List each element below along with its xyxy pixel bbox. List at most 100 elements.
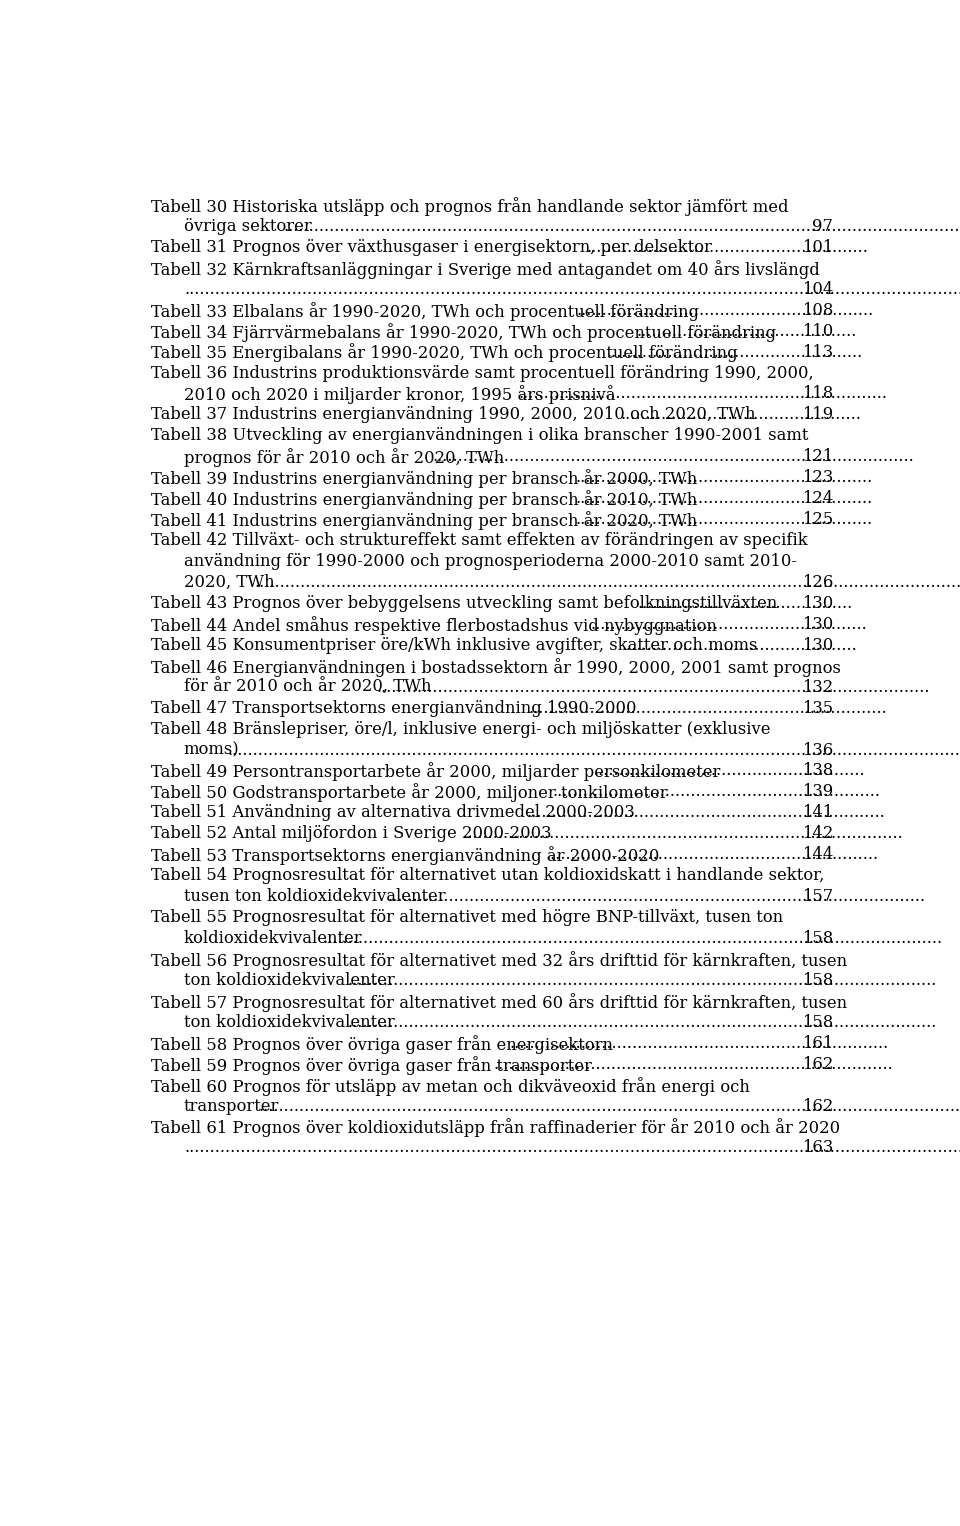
Text: 125: 125 xyxy=(802,511,833,528)
Text: 130: 130 xyxy=(802,617,833,633)
Text: Tabell 54 Prognosresultat för alternativet utan koldioxidskatt i handlande sekto: Tabell 54 Prognosresultat för alternativ… xyxy=(151,867,825,884)
Text: Tabell 45 Konsumentpriser öre/kWh inklusive avgifter, skatter och moms: Tabell 45 Konsumentpriser öre/kWh inklus… xyxy=(151,636,757,653)
Text: Tabell 34 Fjärrvärmebalans år 1990-2020, TWh och procentuell förändring: Tabell 34 Fjärrvärmebalans år 1990-2020,… xyxy=(151,322,776,342)
Text: 2020, TWh: 2020, TWh xyxy=(183,574,275,591)
Text: ................................................................................: ........................................… xyxy=(254,574,960,591)
Text: ........................................................................: ........................................… xyxy=(518,386,888,403)
Text: .....................................................: ........................................… xyxy=(593,763,865,780)
Text: ..............................................: ........................................… xyxy=(622,636,857,653)
Text: Tabell 33 Elbalans år 1990-2020, TWh och procentuell förändring: Tabell 33 Elbalans år 1990-2020, TWh och… xyxy=(151,302,699,320)
Text: Tabell 41 Industrins energianvändning per bransch år 2020, TWh: Tabell 41 Industrins energianvändning pe… xyxy=(151,511,697,530)
Text: ..........................................................: ........................................… xyxy=(575,511,873,528)
Text: 126: 126 xyxy=(802,574,833,591)
Text: Tabell 38 Utveckling av energianvändningen i olika branscher 1990-2001 samt: Tabell 38 Utveckling av energianvändning… xyxy=(151,427,808,444)
Text: Tabell 49 Persontransportarbete år 2000, miljarder personkilometer: Tabell 49 Persontransportarbete år 2000,… xyxy=(151,763,720,781)
Text: ..........................................................: ........................................… xyxy=(575,470,873,487)
Text: Tabell 35 Energibalans år 1990-2020, TWh och procentuell förändring: Tabell 35 Energibalans år 1990-2020, TWh… xyxy=(151,343,737,363)
Text: ................................................................: ........................................… xyxy=(552,783,880,801)
Text: 162: 162 xyxy=(802,1056,833,1073)
Text: 162: 162 xyxy=(802,1097,833,1114)
Text: .................................................................: ........................................… xyxy=(546,847,879,864)
Text: Tabell 56 Prognosresultat för alternativet med 32 års drifttid för kärnkraften, : Tabell 56 Prognosresultat för alternativ… xyxy=(151,951,847,971)
Text: .......................................................: ........................................… xyxy=(587,240,869,256)
Text: 110: 110 xyxy=(802,322,833,340)
Text: 132: 132 xyxy=(802,679,833,696)
Text: Tabell 32 Kärnkraftsanläggningar i Sverige med antagandet om 40 års livslängd: Tabell 32 Kärnkraftsanläggningar i Sveri… xyxy=(151,259,820,279)
Text: 157: 157 xyxy=(802,888,833,905)
Text: 123: 123 xyxy=(802,470,833,487)
Text: ................................................................................: ........................................… xyxy=(462,826,903,842)
Text: 101: 101 xyxy=(802,240,833,256)
Text: 124: 124 xyxy=(802,490,833,507)
Text: Tabell 57 Prognosresultat för alternativet med 60 års drifttid för kärnkraften, : Tabell 57 Prognosresultat för alternativ… xyxy=(151,993,847,1012)
Text: ................................................................................: ........................................… xyxy=(433,449,914,465)
Text: Tabell 55 Prognosresultat för alternativet med högre BNP-tillväxt, tusen ton: Tabell 55 Prognosresultat för alternativ… xyxy=(151,909,783,926)
Text: 2010 och 2020 i miljarder kronor, 1995 års prisnivå: 2010 och 2020 i miljarder kronor, 1995 å… xyxy=(183,386,615,404)
Text: 135: 135 xyxy=(802,699,833,717)
Text: 142: 142 xyxy=(802,826,833,842)
Text: ................................................................................: ........................................… xyxy=(184,281,960,298)
Text: 97: 97 xyxy=(812,218,833,235)
Text: ................................................................................: ........................................… xyxy=(184,1140,960,1157)
Text: Tabell 51 Användning av alternativa drivmedel 2000-2003: Tabell 51 Användning av alternativa driv… xyxy=(151,804,635,821)
Text: 104: 104 xyxy=(802,281,833,298)
Text: användning för 1990-2000 och prognosperioderna 2000-2010 samt 2010-: användning för 1990-2000 och prognosperi… xyxy=(183,552,797,571)
Text: 138: 138 xyxy=(802,763,833,780)
Text: 139: 139 xyxy=(802,783,833,801)
Text: ................................................................................: ........................................… xyxy=(376,679,929,696)
Text: Tabell 50 Godstransportarbete år 2000, miljoner tonkilometer: Tabell 50 Godstransportarbete år 2000, m… xyxy=(151,783,667,803)
Text: Tabell 61 Prognos över koldioxidutsläpp från raffinaderier för år 2010 och år 20: Tabell 61 Prognos över koldioxidutsläpp … xyxy=(151,1119,840,1137)
Text: Tabell 36 Industrins produktionsvärde samt procentuell förändring 1990, 2000,: Tabell 36 Industrins produktionsvärde sa… xyxy=(151,365,814,382)
Text: ................................................................................: ........................................… xyxy=(258,1097,960,1114)
Text: 119: 119 xyxy=(802,406,833,423)
Text: Tabell 37 Industrins energianvändning 1990, 2000, 2010 och 2020, TWh: Tabell 37 Industrins energianvändning 19… xyxy=(151,406,756,423)
Text: 158: 158 xyxy=(802,929,833,948)
Text: Tabell 53 Transportsektorns energianvändning år 2000-2020: Tabell 53 Transportsektorns energianvänd… xyxy=(151,847,660,865)
Text: 136: 136 xyxy=(802,742,833,758)
Text: moms): moms) xyxy=(183,742,239,758)
Text: ton koldioxidekvivalenter: ton koldioxidekvivalenter xyxy=(183,972,395,989)
Text: ...............................................: ........................................… xyxy=(620,406,861,423)
Text: ................................................................................: ........................................… xyxy=(228,742,960,758)
Text: Tabell 39 Industrins energianvändning per bransch år 2000, TWh: Tabell 39 Industrins energianvändning pe… xyxy=(151,470,697,488)
Text: transporter: transporter xyxy=(183,1097,279,1114)
Text: ..........................................: ........................................… xyxy=(637,595,852,612)
Text: Tabell 30 Historiska utsläpp och prognos från handlande sektor jämfört med: Tabell 30 Historiska utsläpp och prognos… xyxy=(151,197,788,215)
Text: prognos för år 2010 och år 2020, TWh: prognos för år 2010 och år 2020, TWh xyxy=(183,449,504,467)
Text: ..........................................................: ........................................… xyxy=(575,490,873,507)
Text: ................................................................................: ........................................… xyxy=(323,929,943,948)
Text: Tabell 60 Prognos för utsläpp av metan och dikväveoxid från energi och: Tabell 60 Prognos för utsläpp av metan o… xyxy=(151,1077,750,1096)
Text: ................................................................................: ........................................… xyxy=(348,972,937,989)
Text: ................................................................................: ........................................… xyxy=(283,218,960,235)
Text: Tabell 47 Transportsektorns energianvändning 1990-2000: Tabell 47 Transportsektorns energianvänd… xyxy=(151,699,636,717)
Text: Tabell 58 Prognos över övriga gaser från energisektorn: Tabell 58 Prognos över övriga gaser från… xyxy=(151,1035,613,1053)
Text: Tabell 44 Andel småhus respektive flerbostadshus vid nybyggnation: Tabell 44 Andel småhus respektive flerbo… xyxy=(151,617,717,635)
Text: Tabell 31 Prognos över växthusgaser i energisektorn, per delsektor: Tabell 31 Prognos över växthusgaser i en… xyxy=(151,240,712,256)
Text: 141: 141 xyxy=(802,804,833,821)
Text: ................................................................................: ........................................… xyxy=(348,1013,937,1030)
Text: 144: 144 xyxy=(802,847,833,864)
Text: 158: 158 xyxy=(802,1013,833,1030)
Text: ..................................................: ........................................… xyxy=(607,343,863,360)
Text: Tabell 42 Tillväxt- och struktureffekt samt effekten av förändringen av specifik: Tabell 42 Tillväxt- och struktureffekt s… xyxy=(151,533,807,549)
Text: tusen ton koldioxidekvivalenter: tusen ton koldioxidekvivalenter xyxy=(183,888,445,905)
Text: ..............................................................................: ........................................… xyxy=(493,1056,893,1073)
Text: Tabell 59 Prognos över övriga gaser från transporter: Tabell 59 Prognos över övriga gaser från… xyxy=(151,1056,592,1074)
Text: övriga sektorer: övriga sektorer xyxy=(183,218,311,235)
Text: ton koldioxidekvivalenter: ton koldioxidekvivalenter xyxy=(183,1013,395,1030)
Text: Tabell 48 Bränslepriser, öre/l, inklusive energi- och miljöskatter (exklusive: Tabell 48 Bränslepriser, öre/l, inklusiv… xyxy=(151,720,771,737)
Text: 161: 161 xyxy=(802,1035,833,1051)
Text: ......................................................................: ........................................… xyxy=(528,699,887,717)
Text: Tabell 52 Antal miljöfordon i Sverige 2000-2003: Tabell 52 Antal miljöfordon i Sverige 20… xyxy=(151,826,551,842)
Text: för år 2010 och år 2020, TWh: för år 2010 och år 2020, TWh xyxy=(183,679,431,696)
Text: 118: 118 xyxy=(802,386,833,403)
Text: 121: 121 xyxy=(802,449,833,465)
Text: 108: 108 xyxy=(802,302,833,319)
Text: 130: 130 xyxy=(802,636,833,653)
Text: ..........................................................................: ........................................… xyxy=(510,1035,889,1051)
Text: 130: 130 xyxy=(802,595,833,612)
Text: Tabell 43 Prognos över bebyggelsens utveckling samt befolkningstillväxten: Tabell 43 Prognos över bebyggelsens utve… xyxy=(151,595,778,612)
Text: koldioxidekvivalenter: koldioxidekvivalenter xyxy=(183,929,362,948)
Text: ...........................................: ........................................… xyxy=(636,322,856,340)
Text: ..........................................................: ........................................… xyxy=(576,302,874,319)
